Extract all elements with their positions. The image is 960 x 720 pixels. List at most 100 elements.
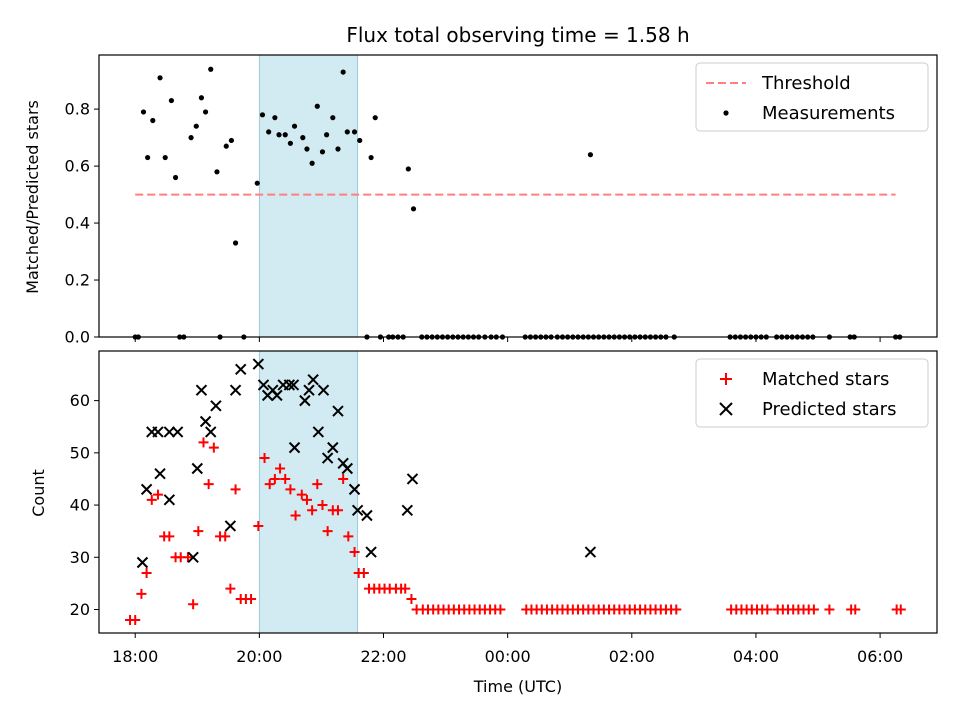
- predicted-star-point: [401, 504, 414, 516]
- predicted-star-point: [229, 384, 242, 396]
- predicted-star-point: [195, 384, 208, 396]
- matched-star-point: [203, 479, 214, 490]
- measurement-point: [300, 135, 306, 141]
- matched-star-point: [285, 484, 296, 495]
- measurement-point: [335, 146, 341, 152]
- measurement-point: [344, 129, 350, 135]
- matched-star-point: [322, 526, 333, 537]
- matched-star-point: [259, 453, 270, 464]
- predicted-star-point: [257, 379, 270, 391]
- bottom-y-axis-label: Count: [29, 469, 48, 517]
- matched-star-point: [296, 489, 307, 500]
- x-tick-label: 20:00: [236, 647, 282, 666]
- measurement-point: [140, 109, 147, 115]
- predicted-star-point: [365, 546, 377, 558]
- matched-star-point: [406, 594, 417, 605]
- predicted-star-point: [283, 379, 296, 391]
- matched-star-point: [164, 531, 175, 542]
- matched-star-point: [317, 500, 328, 511]
- matched-star-point: [895, 604, 906, 615]
- measurement-point: [587, 152, 594, 158]
- top-y-tick-label: 0.2: [65, 271, 90, 290]
- bottom-y-tick-label: 30: [70, 548, 90, 567]
- matched-star-point: [264, 479, 275, 490]
- x-tick-label: 18:00: [112, 647, 158, 666]
- bottom-axes-frame: [98, 350, 938, 634]
- predicted-star-point: [154, 468, 166, 480]
- matched-star-point: [762, 604, 773, 615]
- bottom-y-tick-label: 20: [70, 600, 90, 619]
- measurement-point: [208, 66, 214, 72]
- matched-star-point: [246, 594, 257, 605]
- top-axes-frame: [98, 54, 938, 338]
- measurement-point: [282, 132, 288, 138]
- matched-star-point: [280, 473, 291, 484]
- measurement-point: [287, 140, 293, 146]
- predicted-star-point: [303, 384, 315, 396]
- predicted-star-point: [252, 358, 265, 370]
- measurement-point: [368, 154, 374, 161]
- matched-star-point: [349, 547, 360, 558]
- predicted-star-point: [348, 483, 361, 496]
- predicted-star-point: [140, 483, 153, 496]
- predicted-star-point: [191, 462, 203, 475]
- bottom-y-tick-label: 50: [70, 443, 90, 462]
- matched-star-point: [198, 437, 209, 448]
- predicted-star-point: [299, 394, 311, 407]
- matched-star-point: [136, 588, 147, 599]
- legend-entry-label: Measurements: [762, 103, 895, 124]
- measurement-point: [266, 129, 272, 135]
- measurement-point: [145, 154, 151, 161]
- measurement-point: [405, 166, 411, 172]
- matched-star-point: [808, 604, 819, 615]
- measurement-point: [259, 112, 266, 118]
- matched-star-point: [188, 599, 199, 610]
- matched-star-point: [141, 567, 152, 578]
- matched-star-point: [338, 473, 349, 484]
- measurement-point: [340, 69, 346, 75]
- measurement-point: [372, 115, 378, 121]
- matched-star-point: [290, 510, 301, 521]
- measurement-point: [198, 95, 205, 101]
- bottom-panel: 20 30 40 50 60 18:00 20:00 22:00 00:00 02:00 04:00…: [70, 350, 938, 666]
- matched-star-point: [307, 505, 318, 516]
- predicted-star-point: [152, 426, 164, 438]
- measurement-point: [324, 132, 330, 138]
- matched-star-point: [400, 583, 411, 594]
- predicted-star-point: [205, 426, 217, 438]
- matched-star-point: [225, 583, 236, 594]
- predicted-star-point: [327, 441, 339, 454]
- matched-star-point: [332, 505, 343, 516]
- measurement-point: [232, 240, 239, 246]
- measurement-point: [162, 154, 168, 161]
- matched-star-point: [253, 520, 264, 531]
- x-tick-label: 02:00: [609, 647, 655, 666]
- legend-entry-label: Matched stars: [762, 369, 889, 390]
- measurement-point: [351, 129, 358, 135]
- measurement-point: [168, 97, 175, 104]
- predicted-star-point: [163, 426, 176, 438]
- top-panel: 0.0 0.2 0.4 0.6 0.8 Threshold Measurements: [65, 54, 938, 347]
- matched-star-point: [312, 479, 323, 490]
- bottom-legend-box: [695, 358, 929, 428]
- predicted-star-point: [187, 551, 199, 563]
- legend-matched-swatch: [720, 373, 732, 385]
- matched-star-point: [824, 604, 835, 615]
- chart-title: Flux total observing time = 1.58 h: [346, 23, 689, 47]
- matched-star-point: [301, 494, 312, 505]
- top-y-axis-label: Matched/Predicted stars: [23, 100, 42, 294]
- measurement-point: [291, 123, 298, 129]
- matched-star-point: [152, 489, 163, 500]
- measurement-point: [157, 75, 163, 81]
- predicted-star-point: [341, 462, 354, 475]
- x-tick-label: 00:00: [485, 647, 531, 666]
- predicted-star-point: [288, 441, 301, 454]
- top-y-tick-label: 0.6: [65, 157, 90, 176]
- predicted-star-point: [199, 415, 212, 428]
- matched-star-point: [230, 484, 241, 495]
- measurement-point: [214, 169, 220, 175]
- matched-star-point: [495, 604, 506, 615]
- x-axis-label: Time (UTC): [473, 677, 562, 696]
- bottom-y-tick-label: 40: [70, 496, 90, 515]
